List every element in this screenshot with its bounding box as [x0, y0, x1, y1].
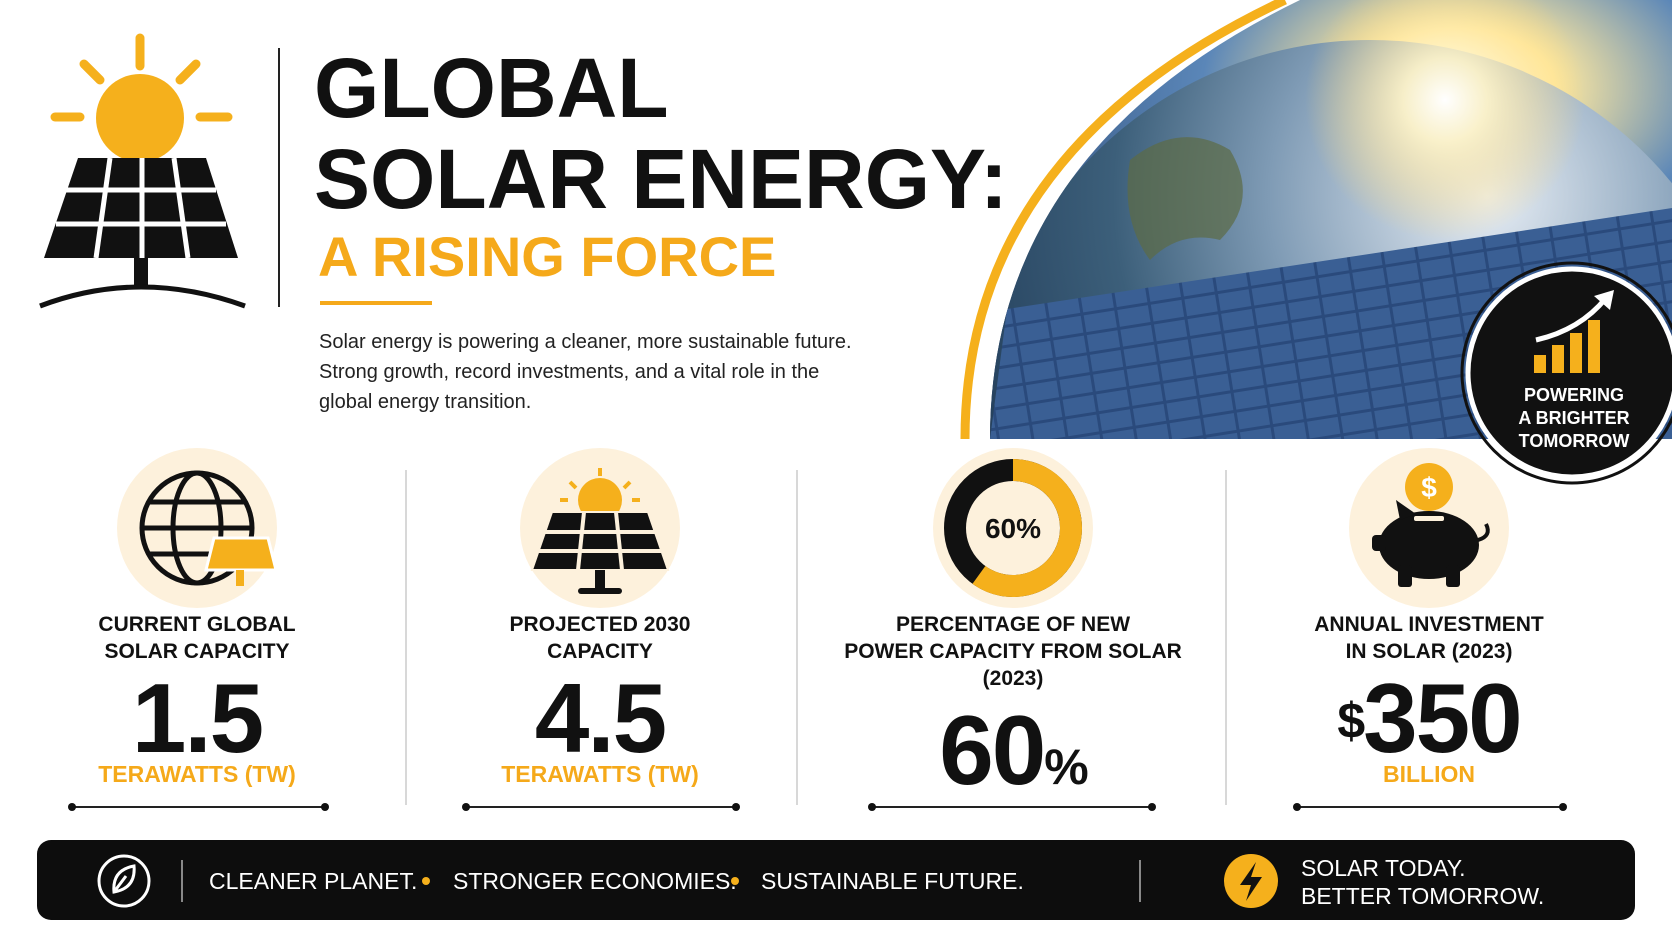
stat-label: (2023): [983, 667, 1044, 690]
stat-value: $350: [1337, 663, 1520, 773]
slogan: SOLAR TODAY.: [1301, 855, 1465, 881]
stat-rule-dot: [868, 803, 876, 811]
badge-text: A BRIGHTER: [1518, 408, 1629, 428]
title: GLOBAL: [314, 41, 669, 135]
stat-number: 350: [1363, 663, 1521, 773]
stat-label: POWER CAPACITY FROM SOLAR: [844, 640, 1182, 663]
panel-icon: [520, 448, 680, 608]
description: global energy transition.: [319, 391, 531, 413]
stat-suffix: %: [1044, 739, 1088, 795]
column-dividers: [405, 470, 1227, 805]
stat-label: CAPACITY: [547, 640, 653, 663]
stat-value: 4.5: [535, 663, 665, 773]
stat-rule-dot: [68, 803, 76, 811]
stat-label: IN SOLAR (2023): [1346, 640, 1513, 663]
stat-rule-dot: [732, 803, 740, 811]
stat-unit: BILLION: [1383, 761, 1475, 787]
logo: [39, 33, 246, 309]
stat-rule-dot: [1148, 803, 1156, 811]
accent-line: [320, 301, 432, 305]
title: SOLAR ENERGY:: [314, 132, 1008, 226]
stat-unit: TERAWATTS (TW): [98, 761, 296, 787]
badge-text: POWERING: [1524, 385, 1624, 405]
description: Solar energy is powering a cleaner, more…: [319, 331, 852, 353]
description: Strong growth, record investments, and a…: [319, 361, 819, 383]
footer: CLEANER PLANET. STRONGER ECONOMIES. SUST…: [37, 840, 1635, 920]
donut-icon: 60%: [933, 448, 1093, 608]
donut-label: 60%: [985, 513, 1041, 544]
stat-rule-dot: [462, 803, 470, 811]
tagline: SUSTAINABLE FUTURE.: [761, 868, 1024, 894]
stat-label: PERCENTAGE OF NEW: [896, 613, 1130, 636]
stat-unit: TERAWATTS (TW): [501, 761, 699, 787]
stat-value: 60%: [939, 695, 1088, 805]
stat-rule-dot: [321, 803, 329, 811]
stat-label: CURRENT GLOBAL: [98, 613, 295, 636]
globe-icon: [117, 448, 278, 608]
donut-arc: [972, 459, 1082, 597]
stat-number: 1.5: [132, 663, 262, 773]
tagline: CLEANER PLANET.: [209, 868, 417, 894]
stat-label: ANNUAL INVESTMENT: [1314, 613, 1544, 636]
stat-number: 4.5: [535, 663, 665, 773]
badge-text: TOMORROW: [1519, 431, 1630, 451]
subtitle: A RISING FORCE: [318, 225, 776, 288]
piggy-icon: $: [1349, 448, 1509, 608]
accent-arc: [960, 0, 1287, 440]
stat-label: SOLAR CAPACITY: [104, 640, 289, 663]
stat-label: PROJECTED 2030: [510, 613, 691, 636]
stat-value: 1.5: [132, 663, 262, 773]
stat-rule-dot: [1293, 803, 1301, 811]
coin-symbol: $: [1421, 472, 1437, 503]
stat-number: 60: [939, 695, 1044, 805]
slogan: BETTER TOMORROW.: [1301, 883, 1544, 909]
badge: POWERING A BRIGHTER TOMORROW: [1460, 261, 1672, 485]
tagline: STRONGER ECONOMIES.: [453, 868, 737, 894]
stat-prefix: $: [1337, 693, 1365, 749]
stat-rule-dot: [1559, 803, 1567, 811]
